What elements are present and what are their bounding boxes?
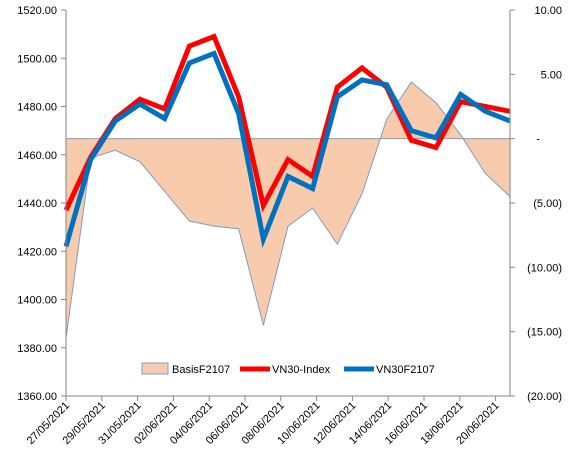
right-axis-ticks: (20.00) (15.00) (10.00) (5.00) - 5.00 10.00 xyxy=(510,5,562,403)
basis-area-layer xyxy=(65,81,511,339)
left-tick-label: 1500.00 xyxy=(17,53,57,65)
legend-swatch-basisf2107 xyxy=(141,362,169,375)
series-basisf2107-area xyxy=(66,82,510,339)
left-tick-label: 1360.00 xyxy=(17,391,57,403)
series-vn30f2107-line xyxy=(63,50,511,249)
x-axis-ticks: 27/05/202129/05/202131/05/202102/06/2021… xyxy=(25,396,502,447)
legend-label-vn30f2107: VN30F2107 xyxy=(376,364,435,376)
right-tick-label: (10.00) xyxy=(527,262,562,274)
price-lines-layer xyxy=(63,33,511,249)
legend-label-vn30-index: VN30-Index xyxy=(272,364,331,376)
legend-label-basisf2107: BasisF2107 xyxy=(172,364,230,376)
right-tick-label: 10.00 xyxy=(534,5,562,17)
left-tick-label: 1460.00 xyxy=(17,150,57,162)
right-tick-label: 5.00 xyxy=(541,69,562,81)
left-tick-label: 1420.00 xyxy=(17,246,57,258)
left-axis-ticks: 1360.00 1380.00 1400.00 1420.00 1440.00 1460.… xyxy=(17,5,66,403)
legend: BasisF2107 VN30-Index VN30F2107 xyxy=(141,362,435,376)
right-tick-label: - xyxy=(536,134,540,146)
left-tick-label: 1440.00 xyxy=(17,198,57,210)
left-tick-label: 1400.00 xyxy=(17,295,57,307)
series-basisf2107-edge xyxy=(65,81,511,339)
left-tick-label: 1380.00 xyxy=(17,343,57,355)
right-tick-label: (20.00) xyxy=(527,391,562,403)
left-tick-label: 1520.00 xyxy=(17,5,57,17)
left-tick-label: 1480.00 xyxy=(17,102,57,114)
right-tick-label: (5.00) xyxy=(533,198,562,210)
right-tick-label: (15.00) xyxy=(527,327,562,339)
series-vn30-index-line xyxy=(63,33,511,213)
